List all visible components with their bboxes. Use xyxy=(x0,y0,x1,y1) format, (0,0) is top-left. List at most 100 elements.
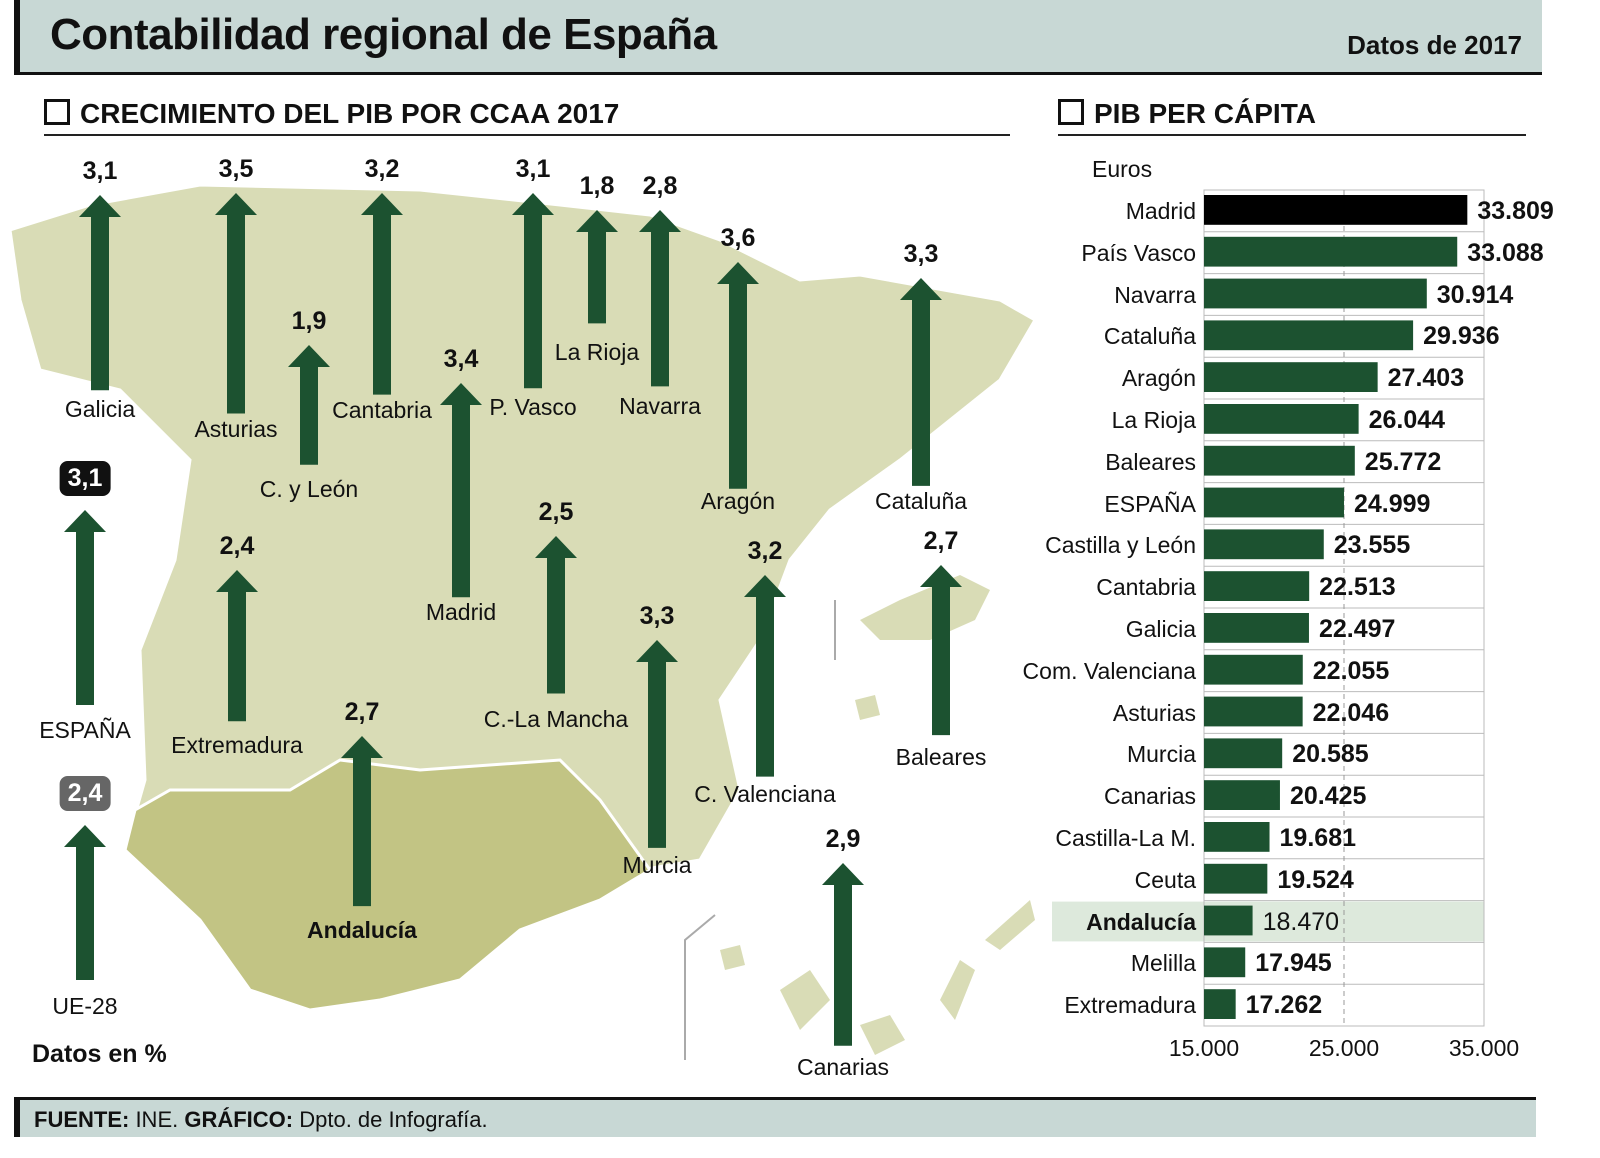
region-label: Andalucía xyxy=(307,917,417,943)
canarias-shape xyxy=(720,900,1035,1055)
region-label: Baleares xyxy=(895,744,987,770)
arrow-3 xyxy=(288,345,330,465)
growth-value: 3,3 xyxy=(903,240,939,268)
value-label: 33.809 xyxy=(1477,197,1554,225)
region-label: La Rioja xyxy=(554,339,640,365)
source-text: INE. xyxy=(129,1107,185,1132)
andalucia-shape xyxy=(123,758,653,1012)
arrow-7 xyxy=(639,210,681,387)
value-label: 20.425 xyxy=(1289,782,1367,811)
growth-value: 1,8 xyxy=(579,172,615,200)
region-label: UE-28 xyxy=(52,993,118,1019)
bar-11 xyxy=(1204,654,1303,685)
category-label: Aragón xyxy=(1121,365,1196,392)
bar-17 xyxy=(1204,905,1253,936)
bar-title-text: PIB PER CÁPITA xyxy=(1094,98,1316,129)
bar-19 xyxy=(1204,989,1236,1019)
category-label: Navarra xyxy=(1114,281,1196,308)
value-label: 22.055 xyxy=(1312,656,1390,685)
value-label: 25.772 xyxy=(1364,447,1442,476)
bar-6 xyxy=(1204,445,1355,476)
growth-value: 2,7 xyxy=(923,527,959,555)
category-label: País Vasco xyxy=(1081,239,1196,266)
category-label: Com. Valenciana xyxy=(1022,657,1196,684)
region-label: C. Valenciana xyxy=(694,781,836,807)
category-label: Extremadura xyxy=(1064,992,1196,1019)
units-note: Datos en % xyxy=(32,1040,167,1068)
map-section-title: CRECIMIENTO DEL PIB POR CCAA 2017 xyxy=(44,98,1010,136)
arrow-16 xyxy=(822,863,864,1046)
bar-2 xyxy=(1204,278,1427,309)
category-label: Castilla y León xyxy=(1045,532,1196,559)
bar-18 xyxy=(1204,947,1246,978)
region-label: Galicia xyxy=(64,396,136,422)
growth-value: 2,7 xyxy=(344,698,380,726)
graphic-text: Dpto. de Infografía. xyxy=(293,1107,488,1132)
growth-value: 3,3 xyxy=(639,602,675,630)
category-label: Melilla xyxy=(1130,950,1196,977)
value-label: 18.470 xyxy=(1262,907,1340,936)
growth-value: 3,2 xyxy=(364,155,400,183)
value-label: 33.088 xyxy=(1467,238,1544,267)
growth-value: 3,1 xyxy=(59,461,111,496)
arrow-2 xyxy=(361,193,403,395)
region-label: ESPAÑA xyxy=(39,717,131,743)
arrow-9 xyxy=(900,278,942,486)
bar-15 xyxy=(1204,822,1270,852)
category-label: Asturias xyxy=(1112,699,1196,726)
bar-3 xyxy=(1204,320,1414,351)
value-label: 30.914 xyxy=(1436,280,1514,309)
region-label: Extremadura xyxy=(171,732,303,758)
map-title-text: CRECIMIENTO DEL PIB POR CCAA 2017 xyxy=(80,98,620,129)
region-label: Canarias xyxy=(796,1054,890,1080)
bar-9 xyxy=(1204,571,1310,601)
region-label: Madrid xyxy=(425,599,497,625)
category-label: Castilla-La M. xyxy=(1055,825,1196,851)
bar-7 xyxy=(1204,487,1344,518)
region-label: C.-La Mancha xyxy=(483,706,629,732)
region-label: Cantabria xyxy=(332,397,432,423)
region-label: Navarra xyxy=(619,393,701,419)
region-label: Murcia xyxy=(622,852,692,878)
header-bar: Contabilidad regional de España Datos de… xyxy=(14,0,1542,75)
bar-14 xyxy=(1204,780,1280,810)
value-label: 22.513 xyxy=(1319,573,1396,602)
date-label: Datos de 2017 xyxy=(1347,30,1522,60)
growth-value: 3,1 xyxy=(515,155,551,183)
spain-map xyxy=(8,183,1038,1060)
units-label: Euros xyxy=(1092,156,1153,182)
bar-10 xyxy=(1204,613,1309,643)
growth-value: 1,9 xyxy=(291,307,327,335)
arrow-10 xyxy=(535,536,577,694)
arrow-11 xyxy=(216,570,258,722)
growth-value: 2,5 xyxy=(538,498,574,526)
growth-value: 2,9 xyxy=(825,825,861,853)
footer: FUENTE: INE. GRÁFICO: Dpto. de Infografí… xyxy=(14,1097,1536,1137)
category-label: Galicia xyxy=(1125,616,1196,642)
bar-8 xyxy=(1204,529,1324,560)
growth-value: 3,2 xyxy=(747,537,783,565)
arrow-17 xyxy=(64,510,106,705)
growth-value: 2,8 xyxy=(642,172,678,200)
growth-value: 2,4 xyxy=(59,776,111,811)
bar-section-title: PIB PER CÁPITA xyxy=(1058,98,1526,136)
x-tick-label: 15.000 xyxy=(1168,1035,1240,1061)
bar-12 xyxy=(1204,696,1303,727)
page-title: Contabilidad regional de España xyxy=(50,10,717,59)
category-label: Cataluña xyxy=(1103,323,1196,350)
graphic-label: GRÁFICO: xyxy=(184,1107,294,1132)
category-label: Madrid xyxy=(1125,198,1196,224)
canarias-frame xyxy=(684,600,836,1060)
growth-value: 2,4 xyxy=(219,532,255,560)
arrow-13 xyxy=(636,640,678,848)
bar-5 xyxy=(1204,404,1359,434)
square-icon xyxy=(1058,99,1084,125)
growth-value: 3,6 xyxy=(720,224,756,252)
value-label: 17.262 xyxy=(1245,991,1323,1020)
bar-1 xyxy=(1204,236,1458,267)
arrow-1 xyxy=(215,193,257,414)
category-label: Canarias xyxy=(1103,783,1196,810)
square-icon xyxy=(44,99,70,125)
category-label: La Rioja xyxy=(1111,407,1196,433)
